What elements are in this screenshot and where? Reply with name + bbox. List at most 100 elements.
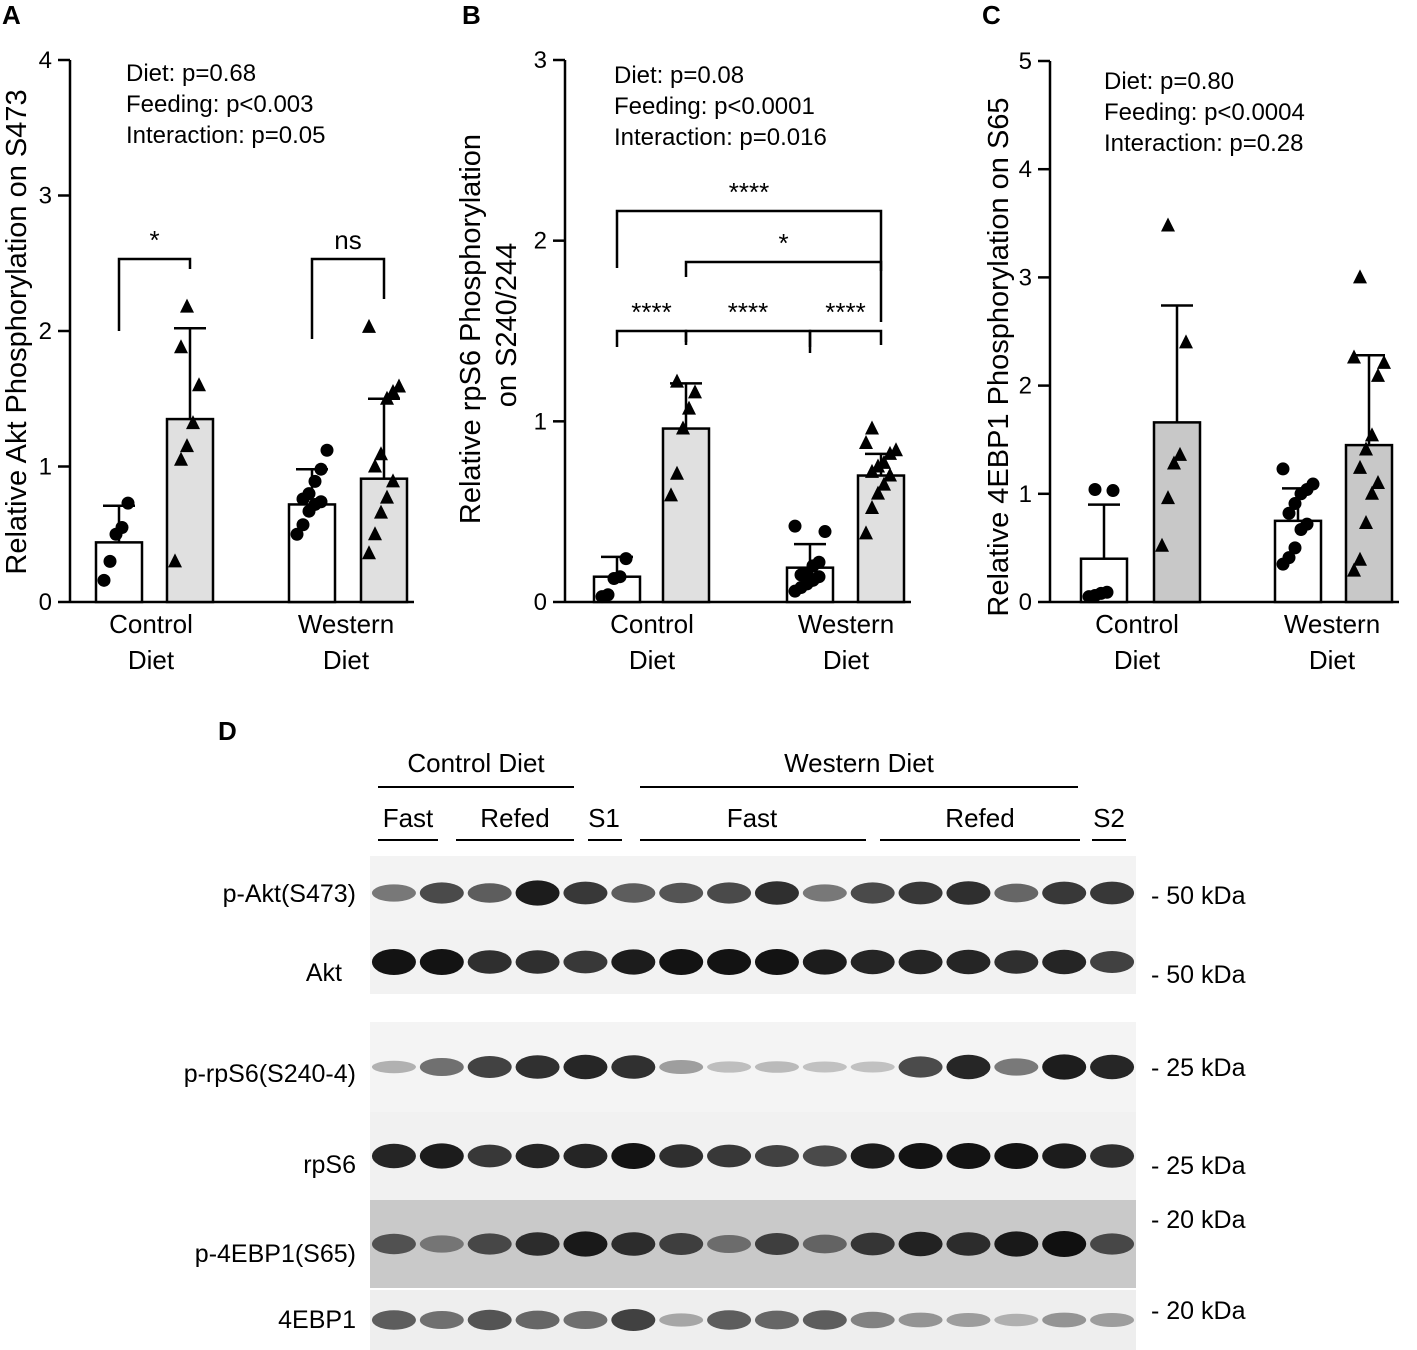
data-point: [601, 588, 615, 602]
data-point: [812, 570, 826, 584]
blot-band: [563, 1143, 608, 1169]
panel-a-stat-feeding: Feeding: p<0.003: [126, 91, 314, 118]
blot-band: [994, 1143, 1039, 1169]
panel-a-y-axis-label: Relative Akt Phosphorylation on S473: [1, 89, 33, 574]
blot-band: [898, 1231, 943, 1257]
blot-band: [371, 1060, 416, 1074]
blot-group-control-diet: Control Diet: [407, 748, 545, 778]
blot-band: [754, 949, 799, 975]
blot-band: [611, 1055, 656, 1079]
panel-c-y-axis-label: Relative 4EBP1 Phosphorylation on S65: [983, 97, 1015, 616]
data-point: [670, 373, 684, 388]
blot-band: [946, 1232, 991, 1256]
data-point: [865, 420, 879, 435]
data-point: [1288, 497, 1302, 511]
panel-c-category-control: Control: [1095, 609, 1179, 639]
data-point: [121, 496, 135, 510]
significance-bracket: [615, 329, 688, 347]
data-point: [1161, 217, 1175, 232]
data-point: [883, 467, 897, 482]
blot-band: [802, 884, 847, 902]
data-point: [115, 520, 129, 534]
data-point: [682, 400, 696, 415]
blot-band: [1042, 949, 1087, 975]
data-point: [1353, 551, 1367, 566]
significance-label: *: [778, 228, 788, 258]
data-point: [613, 570, 627, 584]
data-point: [296, 518, 310, 532]
blot-band: [994, 883, 1039, 903]
y-tick-label: 0: [534, 589, 547, 616]
y-tick-label: 3: [1019, 264, 1032, 291]
panel-c-stat-interaction: Interaction: p=0.28: [1104, 130, 1303, 157]
panel-b-category-western-line2: Diet: [823, 645, 870, 675]
data-point: [1088, 482, 1102, 496]
blot-subgroup-s2: S2: [1093, 803, 1125, 833]
blot-band: [515, 1232, 560, 1256]
data-point: [859, 435, 873, 450]
data-point: [676, 420, 690, 435]
panel-a-stat-interaction: Interaction: p=0.05: [126, 122, 325, 149]
y-tick-label: 3: [534, 47, 547, 74]
blot-band: [371, 949, 416, 975]
blot-band: [371, 1310, 416, 1330]
panel-c-category-western-line2: Diet: [1309, 645, 1356, 675]
data-point: [314, 462, 328, 476]
blot-band: [898, 881, 943, 905]
blot-band: [898, 1143, 943, 1169]
significance-label: ****: [631, 297, 671, 327]
blot-band: [1042, 1312, 1087, 1328]
blot-subgroup-refed-western: Refed: [945, 803, 1014, 833]
blot-band: [1090, 1233, 1135, 1255]
blot-band: [754, 1061, 799, 1073]
blot-band: [611, 883, 656, 903]
panel-label-b: B: [462, 0, 481, 30]
data-point: [362, 318, 376, 333]
data-point: [1365, 485, 1379, 500]
blot-band: [946, 949, 991, 975]
data-point: [380, 489, 394, 504]
data-point: [97, 573, 111, 587]
data-point: [1282, 551, 1296, 565]
data-point: [1173, 446, 1187, 461]
blot-band: [946, 1054, 991, 1080]
data-point: [374, 446, 388, 461]
data-point: [1353, 269, 1367, 284]
blot-band: [419, 1235, 464, 1253]
blot-band: [946, 881, 991, 905]
data-point: [877, 454, 891, 469]
blot-band: [515, 950, 560, 974]
panel-a-stat-diet: Diet: p=0.68: [126, 60, 256, 87]
blot-band: [898, 949, 943, 975]
blot-band: [563, 1311, 608, 1329]
blot-band: [611, 1143, 656, 1169]
blot-band: [898, 1056, 943, 1078]
blot-band: [754, 1233, 799, 1255]
data-point: [1300, 517, 1314, 531]
bar: [287, 503, 337, 604]
data-point: [664, 487, 678, 502]
data-point: [290, 527, 304, 541]
blot-band: [994, 950, 1039, 974]
blot-band: [1090, 951, 1135, 973]
blot-row-label-4ebp1: 4EBP1: [278, 1306, 356, 1334]
bar: [1152, 421, 1202, 604]
blot-band: [707, 882, 752, 904]
data-point: [392, 378, 406, 393]
panel-c-category-western: Western: [1284, 609, 1380, 639]
panel-c-stat-feeding: Feeding: p<0.0004: [1104, 99, 1305, 126]
panel-a-category-control-line2: Diet: [128, 645, 175, 675]
blot-subgroup-refed-control: Refed: [480, 803, 549, 833]
panel-label-d: D: [218, 716, 237, 746]
blot-subgroup-s1: S1: [588, 803, 620, 833]
blot-band: [563, 1054, 608, 1080]
bar: [661, 427, 711, 604]
significance-bracket: [684, 329, 812, 353]
data-point: [1377, 354, 1391, 369]
panel-c-chart: Relative 4EBP1 Phosphorylation on S65 Di…: [983, 48, 1399, 675]
blot-group-western-diet: Western Diet: [784, 748, 935, 778]
blot-size-marker-extra: - 20 kDa: [1151, 1206, 1246, 1234]
panel-b-category-western: Western: [798, 609, 894, 639]
data-point: [368, 458, 382, 473]
